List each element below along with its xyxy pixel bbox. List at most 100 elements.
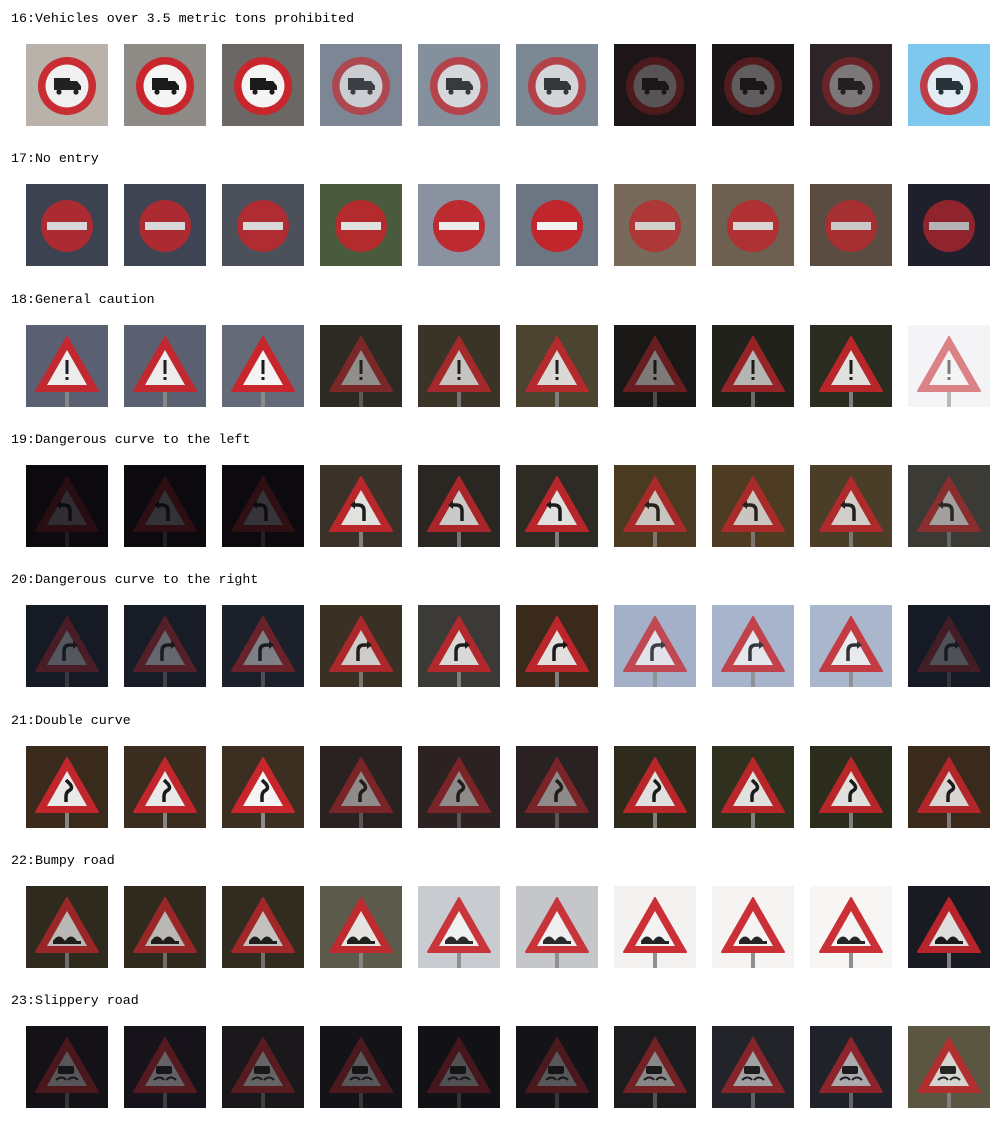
vehicles-over-3.5t-prohibited-sign-icon (430, 57, 488, 115)
slippery-road-sign-icon (525, 1037, 589, 1109)
no-entry-sign-icon (629, 200, 681, 253)
dangerous-curve-right-sample-image (418, 605, 500, 688)
vehicles-over-3.5t-prohibited-sign-icon (528, 57, 586, 115)
general-caution-sign-icon (721, 335, 785, 407)
dangerous-curve-left-sample-image (516, 464, 598, 547)
general-caution-sign-icon (525, 335, 589, 407)
general-caution-sample-image (222, 324, 304, 407)
dangerous-curve-right-sign-icon (133, 616, 197, 688)
dangerous-curve-left-sample-image (124, 464, 206, 547)
no-entry-sample-image (124, 184, 206, 267)
bumpy-road-sample-image (908, 885, 990, 968)
general-caution-sign-icon (231, 335, 295, 407)
vehicles-over-3.5t-prohibited-sign-icon (822, 57, 880, 115)
general-caution-sample-image (908, 324, 990, 407)
dangerous-curve-right-sample-image (320, 605, 402, 688)
double-curve-sign-icon (231, 756, 295, 828)
bumpy-road-sample-image (26, 885, 108, 968)
no-entry-sign-icon (139, 200, 191, 253)
general-caution-sample-image (712, 324, 794, 407)
dangerous-curve-left-sample-image (810, 464, 892, 547)
slippery-road-sign-icon (623, 1037, 687, 1109)
vehicles-over-3.5t-prohibited-sample-image (614, 44, 696, 126)
no-entry-sample-image (320, 184, 402, 267)
no-entry-sample-image (516, 184, 598, 267)
bumpy-road-sample-image (222, 885, 304, 968)
row-title: 17:No entry (11, 151, 99, 167)
slippery-road-sign-icon (35, 1037, 99, 1109)
bumpy-road-sample-image (418, 885, 500, 968)
dangerous-curve-right-sign-icon (623, 616, 687, 688)
double-curve-sign-icon (623, 756, 687, 828)
dangerous-curve-right-sign-icon (525, 616, 589, 688)
slippery-road-sample-image (614, 1026, 696, 1109)
bumpy-road-sign-icon (329, 896, 393, 968)
general-caution-sign-icon (35, 335, 99, 407)
vehicles-over-3.5t-prohibited-sign-icon (626, 57, 684, 115)
bumpy-road-sign-icon (35, 896, 99, 968)
bumpy-road-sign-icon (133, 896, 197, 968)
dangerous-curve-left-sign-icon (329, 475, 393, 547)
row-title: 16:Vehicles over 3.5 metric tons prohibi… (11, 11, 355, 26)
double-curve-sample-image (810, 745, 892, 828)
general-caution-sample-image (124, 324, 206, 407)
general-caution-sign-icon (329, 335, 393, 407)
no-entry-sample-image (222, 184, 304, 267)
dangerous-curve-left-sample-image (614, 464, 696, 547)
vehicles-over-3.5t-prohibited-sample-image (810, 44, 892, 126)
bumpy-road-sign-icon (819, 896, 883, 968)
dangerous-curve-right-sample-image (712, 605, 794, 688)
dangerous-curve-left-sign-icon (427, 475, 491, 547)
double-curve-sign-icon (721, 756, 785, 828)
dangerous-curve-left-sample-image (712, 464, 794, 547)
dangerous-curve-right-sign-icon (231, 616, 295, 688)
vehicles-over-3.5t-prohibited-sample-image (320, 44, 402, 126)
slippery-road-sample-image (222, 1026, 304, 1109)
double-curve-sample-image (418, 745, 500, 828)
general-caution-sample-image (810, 324, 892, 407)
bumpy-road-sign-icon (721, 896, 785, 968)
double-curve-sample-image (124, 745, 206, 828)
dangerous-curve-right-sample-image (908, 605, 990, 688)
bumpy-road-sign-icon (525, 896, 589, 968)
double-curve-sign-icon (133, 756, 197, 828)
dangerous-curve-right-sample-image (124, 605, 206, 688)
dangerous-curve-left-sample-image (222, 464, 304, 547)
no-entry-sign-icon (923, 200, 975, 253)
dangerous-curve-left-sign-icon (133, 475, 197, 547)
row-title: 23:Slippery road (11, 993, 139, 1009)
general-caution-sample-image (418, 324, 500, 407)
slippery-road-sample-image (320, 1026, 402, 1109)
row-title: 19:Dangerous curve to the left (11, 431, 251, 447)
general-caution-sign-icon (133, 335, 197, 407)
bumpy-road-sign-icon (231, 896, 295, 968)
row-title: 18:General caution (11, 291, 155, 307)
bumpy-road-sample-image (712, 885, 794, 968)
dangerous-curve-left-sign-icon (231, 475, 295, 547)
no-entry-sign-icon (727, 200, 779, 253)
no-entry-sign-icon (237, 200, 289, 253)
dangerous-curve-left-sample-image (320, 464, 402, 547)
no-entry-sample-image (908, 184, 990, 267)
no-entry-sign-icon (825, 200, 877, 253)
no-entry-sign-icon (41, 200, 93, 253)
general-caution-sample-image (516, 324, 598, 407)
dangerous-curve-left-sign-icon (35, 475, 99, 547)
slippery-road-sign-icon (329, 1037, 393, 1109)
slippery-road-sign-icon (427, 1037, 491, 1109)
double-curve-sample-image (712, 745, 794, 828)
double-curve-sample-image (614, 745, 696, 828)
general-caution-sample-image (320, 324, 402, 407)
dangerous-curve-left-sample-image (418, 464, 500, 547)
slippery-road-sample-image (418, 1026, 500, 1109)
double-curve-sign-icon (427, 756, 491, 828)
row-title: 22:Bumpy road (11, 852, 115, 868)
slippery-road-sign-icon (231, 1037, 295, 1109)
slippery-road-sample-image (516, 1026, 598, 1109)
row-title: 21:Double curve (11, 712, 131, 728)
no-entry-sample-image (810, 184, 892, 267)
no-entry-sample-image (614, 184, 696, 267)
vehicles-over-3.5t-prohibited-sign-icon (136, 57, 194, 115)
vehicles-over-3.5t-prohibited-sample-image (418, 44, 500, 126)
